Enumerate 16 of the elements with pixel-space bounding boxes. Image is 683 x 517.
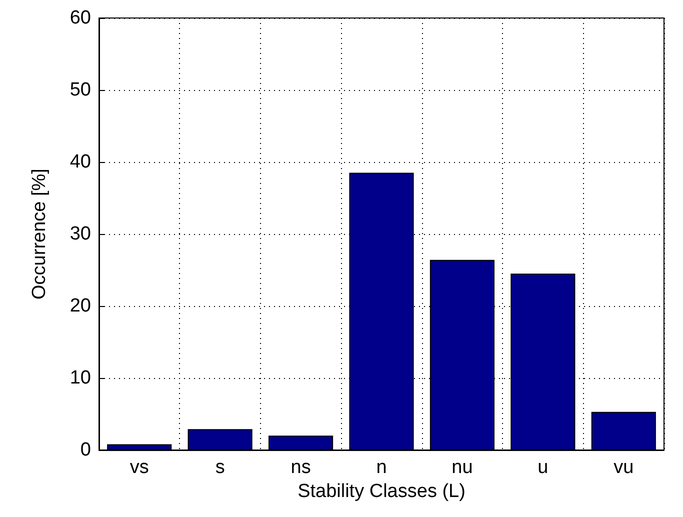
x-tick-label: s [215,457,225,478]
x-tick-label: vs [130,457,149,478]
y-tick-label: 50 [70,80,91,100]
x-tick-label: nu [452,457,473,478]
y-axis-title: Occurrence [%] [29,168,50,300]
y-tick-label: 30 [70,224,91,244]
x-tick-label: vu [614,457,634,478]
y-tick-label: 60 [70,8,91,28]
y-tick-label: 40 [70,152,91,172]
x-tick-label: ns [290,457,311,478]
x-tick-label: n [376,457,387,478]
y-tick-label: 0 [80,440,91,460]
x-tick-label: u [538,457,548,478]
x-axis-title: Stability Classes (L) [298,480,466,502]
y-tick-label: 10 [70,368,91,388]
y-tick-label: 20 [70,296,91,316]
